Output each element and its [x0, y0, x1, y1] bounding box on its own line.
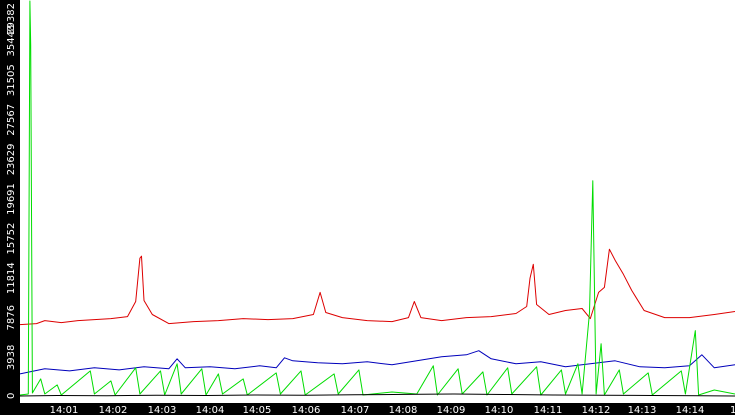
series-line-1: [19, 248, 735, 326]
x-axis-tick-labels: 14:01 14:02 14:03 14:04 14:05 14:06 14:07 14:08…: [50, 405, 735, 415]
y-tick-label: 23629: [6, 143, 17, 175]
x-tick-label: 14:08: [389, 405, 418, 415]
y-tick-label: 0: [6, 393, 17, 399]
x-tick-label: 14:10: [485, 405, 514, 415]
series-line-4: [19, 393, 735, 397]
x-tick-label: 14:03: [148, 405, 177, 415]
x-tick-label: 14:11: [534, 405, 563, 415]
x-tick-label: 14:12: [582, 405, 611, 415]
y-tick-label: 15752: [6, 223, 17, 255]
x-tick-label: 14:04: [196, 405, 225, 415]
y-tick-label: 11814: [6, 262, 17, 294]
x-tick-label: 14:06: [292, 405, 321, 415]
x-tick-label: 14:13: [628, 405, 657, 415]
y-tick-label: 31505: [6, 64, 17, 96]
x-axis-bar: [0, 403, 735, 415]
x-tick-label: 14:05: [243, 405, 272, 415]
series-layer: [19, 0, 735, 397]
x-tick-label: 14: [730, 405, 735, 415]
x-tick-label: 14:14: [676, 405, 705, 415]
y-tick-label: 3938: [6, 345, 17, 370]
y-axis-tick-labels: 0 3938 7876 11814 15752 19691 23629 27567 31505 3…: [6, 3, 17, 399]
x-tick-label: 14:09: [437, 405, 466, 415]
y-axis-bar: [0, 0, 20, 403]
series-line-3: [19, 0, 735, 396]
y-tick-label: 35443: [6, 25, 17, 57]
x-tick-label: 14:01: [50, 405, 79, 415]
x-tick-label: 14:02: [99, 405, 128, 415]
y-tick-label: 27567: [6, 104, 17, 136]
y-tick-label: 39382: [6, 3, 17, 35]
series-line-2: [19, 350, 735, 375]
x-tick-label: 14:07: [341, 405, 370, 415]
y-tick-label: 7876: [6, 305, 17, 330]
y-tick-label: 19691: [6, 183, 17, 215]
